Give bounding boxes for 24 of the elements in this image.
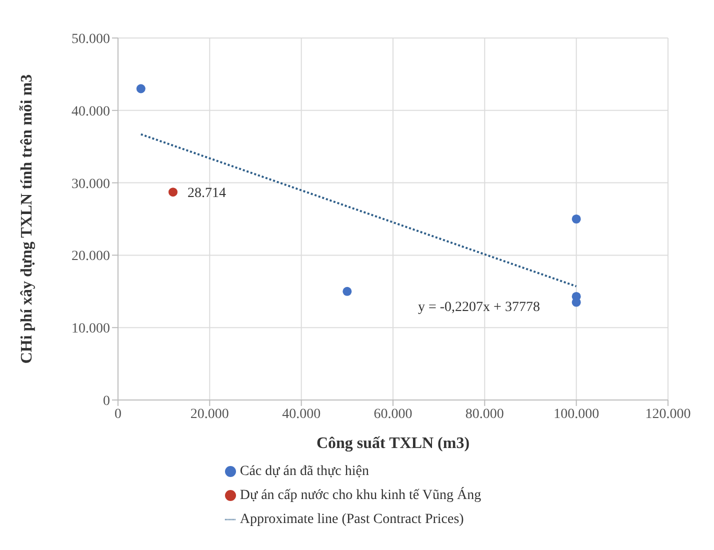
y-tick-label: 40.000 bbox=[72, 104, 110, 120]
x-tick-label: 100.000 bbox=[554, 406, 600, 422]
y-tick-label: 0 bbox=[103, 394, 110, 409]
x-tick-label: 60.000 bbox=[374, 406, 412, 422]
legend-label: Các dự án đã thực hiện bbox=[240, 464, 369, 479]
x-axis-title: Công suất TXLN (m3) bbox=[316, 435, 470, 452]
annotation: y = -0,2207x + 37778 bbox=[418, 300, 540, 316]
point bbox=[168, 188, 178, 197]
y-tick-label: 20.000 bbox=[72, 249, 110, 264]
y-tick-label: 30.000 bbox=[72, 176, 110, 192]
point bbox=[572, 214, 581, 224]
y-tick-label: 10.000 bbox=[72, 322, 110, 337]
y-tick-label: 50.000 bbox=[72, 32, 110, 47]
x-tick-label: 80.000 bbox=[465, 406, 504, 422]
x-tick-label: 120.000 bbox=[645, 406, 691, 422]
legend-label: Approximate line (Past Contract Prices) bbox=[240, 512, 464, 527]
x-tick-label: 0 bbox=[114, 406, 122, 422]
x-tick-label: 20.000 bbox=[190, 406, 229, 422]
data-label: 28.714 bbox=[188, 186, 226, 202]
y-axis-title: CHi phí xây dựng TXLN tính trên mỗi m3 bbox=[18, 74, 36, 364]
point bbox=[136, 84, 146, 94]
x-tick-label: 40.000 bbox=[282, 406, 321, 422]
legend-label: Dự án cấp nước cho khu kinh tế Vũng Áng bbox=[240, 488, 482, 503]
point bbox=[342, 286, 352, 296]
